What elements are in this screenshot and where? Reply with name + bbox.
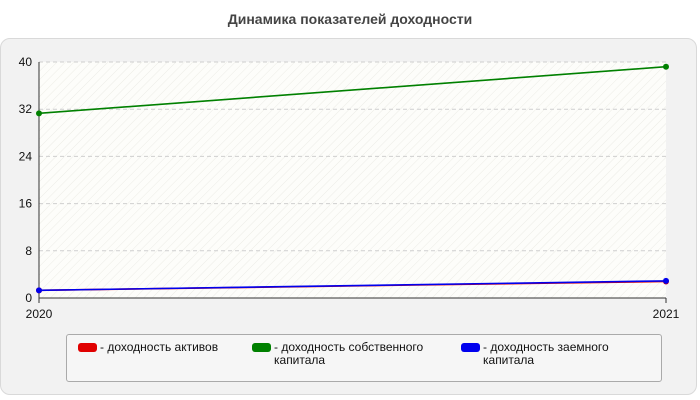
- y-tick-label: 16: [19, 197, 33, 211]
- legend-label-debt: - доходность заемного капитала: [483, 340, 609, 367]
- legend-swatch-debt: [461, 343, 480, 352]
- y-tick-label: 24: [19, 149, 33, 163]
- legend: - доходность активов - доходность собств…: [66, 334, 662, 382]
- plot-background: [39, 62, 666, 298]
- legend-label-equity: - доходность собственного капитала: [274, 340, 424, 367]
- data-point: [36, 110, 42, 117]
- series-line-1: [38, 65, 667, 115]
- legend-swatch-equity: [252, 343, 271, 352]
- series-line-2: [38, 280, 667, 292]
- y-tick-label: 32: [19, 102, 33, 116]
- legend-swatch-assets: [78, 343, 97, 352]
- y-tick-label: 40: [19, 55, 33, 69]
- series-lines: [36, 63, 669, 294]
- y-tick-label: 8: [25, 244, 32, 258]
- x-tick-label: 2021: [653, 307, 680, 321]
- legend-item-equity: - доходность собственного капитала: [252, 341, 452, 367]
- axes: [38, 62, 666, 299]
- legend-item-debt: - доходность заемного капитала: [461, 341, 631, 367]
- y-tick-label: 0: [25, 291, 32, 305]
- legend-item-assets: - доходность активов: [78, 341, 248, 354]
- chart-title: Динамика показателей доходности: [227, 11, 473, 27]
- y-tick-labels: 0 8 16 24 32 40: [19, 55, 33, 305]
- x-tick-labels: 2020 2021: [26, 298, 680, 321]
- data-point: [663, 63, 669, 70]
- x-tick-label: 2020: [26, 307, 53, 321]
- data-point: [663, 277, 669, 284]
- legend-label-assets: - доходность активов: [100, 340, 219, 354]
- data-point: [36, 287, 42, 294]
